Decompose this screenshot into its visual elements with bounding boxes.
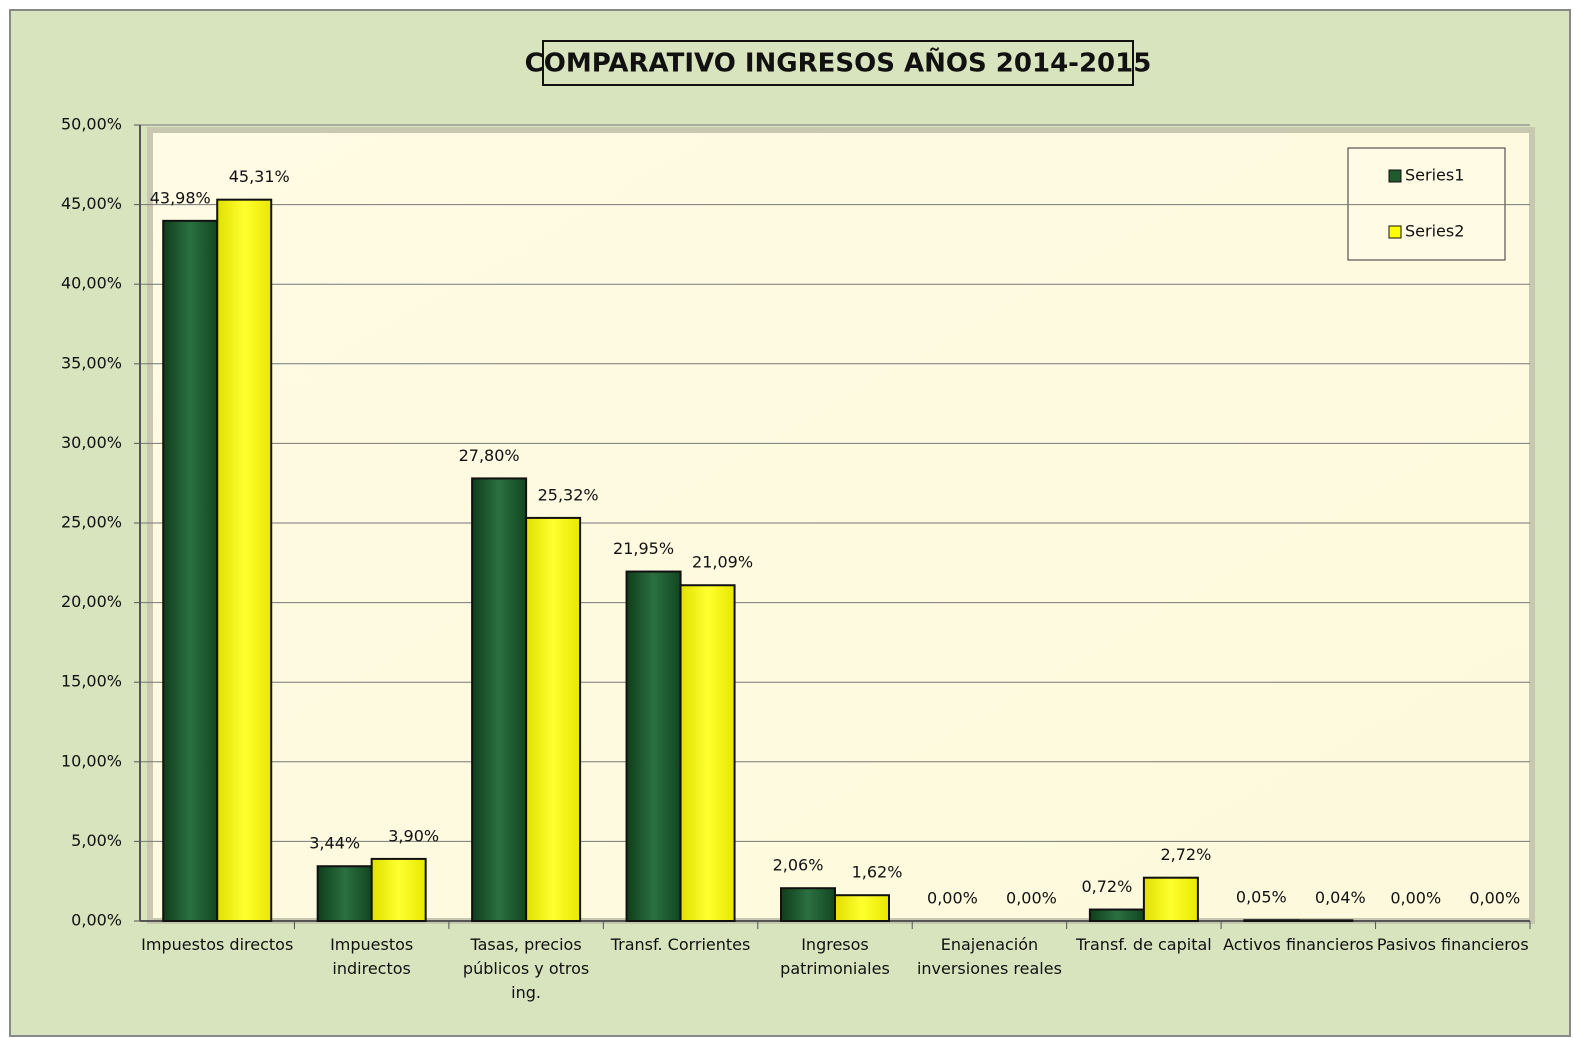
- data-label: 3,44%: [309, 834, 360, 853]
- x-tick-label-box: Impuestos directos: [141, 935, 294, 954]
- bar: [216, 198, 273, 922]
- data-label: 45,31%: [229, 167, 290, 186]
- x-tick-label-box: Pasivos financieros: [1376, 935, 1529, 954]
- data-label: 0,00%: [1469, 889, 1520, 908]
- x-tick-label: Pasivos financieros: [1376, 935, 1529, 954]
- data-label: 2,06%: [773, 856, 824, 875]
- chart-title: COMPARATIVO INGRESOS AÑOS 2014-2015: [525, 47, 1152, 79]
- bar: [1142, 876, 1199, 922]
- x-tick-label: Transf. de capital: [1076, 935, 1212, 954]
- bar: [834, 894, 890, 922]
- y-tick-label: 50,00%: [61, 115, 122, 134]
- bar: [1243, 919, 1300, 922]
- y-tick-label: 35,00%: [61, 353, 122, 372]
- data-label: 3,90%: [388, 826, 439, 845]
- data-label: 27,80%: [459, 446, 520, 465]
- x-tick-label: Ingresos patrimoniales: [780, 935, 890, 978]
- x-tick-label: Transf. Corrientes: [610, 935, 751, 954]
- data-label: 0,00%: [1006, 889, 1057, 908]
- bar: [370, 857, 427, 922]
- x-tick-label-box: Transf. de capital: [1076, 935, 1212, 954]
- data-label: 2,72%: [1160, 845, 1211, 864]
- data-label: 0,00%: [927, 889, 978, 908]
- y-tick-label: 30,00%: [61, 433, 122, 452]
- y-tick-label: 45,00%: [61, 194, 122, 213]
- y-tick-label: 0,00%: [71, 911, 122, 930]
- data-label: 0,04%: [1315, 888, 1366, 907]
- bar: [780, 887, 836, 922]
- data-label: 21,95%: [613, 539, 674, 558]
- x-tick-label-box: Enajenación inversiones reales: [916, 935, 1062, 978]
- y-tick-label: 25,00%: [61, 513, 122, 532]
- x-tick-label-box: Ingresos patrimoniales: [780, 935, 890, 978]
- data-label: 0,00%: [1390, 889, 1441, 908]
- bar: [679, 584, 736, 922]
- x-tick-label-box: Activos financieros: [1223, 935, 1374, 954]
- legend-label: Series1: [1405, 166, 1464, 185]
- y-tick-label: 15,00%: [61, 672, 122, 691]
- bar: [471, 477, 528, 922]
- y-tick-label: 5,00%: [71, 831, 122, 850]
- legend-box: [1347, 147, 1506, 261]
- y-tick-label: 10,00%: [61, 751, 122, 770]
- bar: [162, 219, 219, 923]
- bar: [625, 570, 682, 923]
- x-tick-label-box: Tasas, precios públicos y otros ing.: [462, 935, 590, 1002]
- x-tick-label-box: Transf. Corrientes: [610, 935, 751, 954]
- x-tick-label: Activos financieros: [1223, 935, 1374, 954]
- legend-label: Series2: [1405, 222, 1464, 241]
- legend-swatch: [1388, 225, 1402, 239]
- y-tick-label: 40,00%: [61, 274, 122, 293]
- title-box: [542, 40, 1134, 86]
- data-label: 1,62%: [852, 863, 903, 882]
- x-tick-label: Impuestos indirectos: [330, 935, 414, 978]
- bar: [1088, 908, 1145, 922]
- legend-swatch: [1388, 169, 1402, 183]
- bar: [1297, 919, 1354, 923]
- bar: [316, 865, 373, 923]
- x-tick-label-box: Impuestos indirectos: [330, 935, 414, 978]
- data-label: 0,05%: [1236, 888, 1287, 907]
- data-label: 43,98%: [150, 188, 211, 207]
- data-label: 0,72%: [1081, 877, 1132, 896]
- data-label: 25,32%: [538, 485, 599, 504]
- data-label: 21,09%: [692, 553, 753, 572]
- x-tick-label: Impuestos directos: [141, 935, 294, 954]
- x-tick-label: Enajenación inversiones reales: [916, 935, 1062, 978]
- plot-area: [147, 127, 1535, 924]
- y-tick-label: 20,00%: [61, 592, 122, 611]
- bar: [525, 516, 582, 922]
- x-tick-label: Tasas, precios públicos y otros ing.: [462, 935, 590, 1002]
